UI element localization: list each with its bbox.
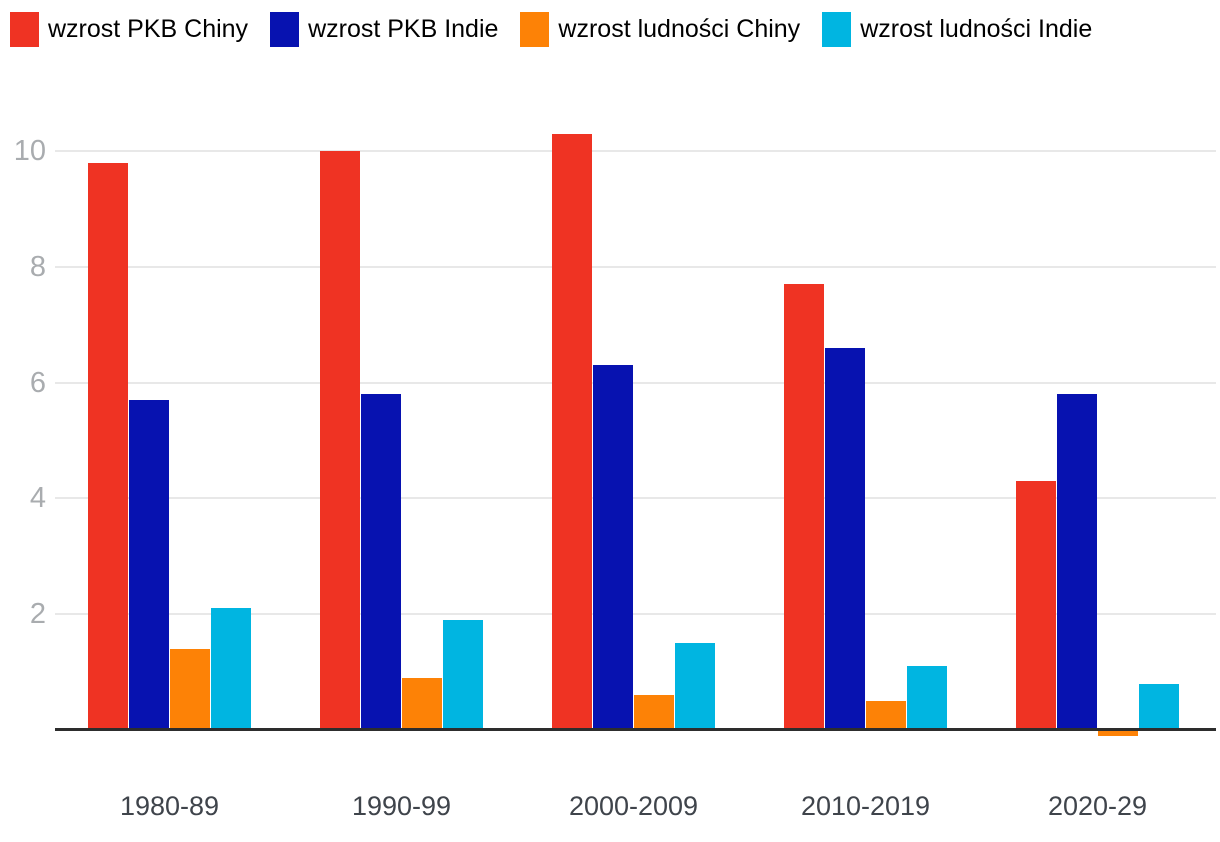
- legend-label: wzrost ludności Indie: [860, 15, 1093, 43]
- y-axis-tick-label: 2: [29, 598, 46, 631]
- x-axis-tick-label: 2000-2009: [568, 791, 699, 821]
- y-gridline-10: [55, 150, 1216, 152]
- bar-wzrost-pkb-chiny-2010-2019[interactable]: [784, 284, 824, 730]
- y-gridline-6: [55, 381, 1216, 384]
- bar-wzrost-ludno-ci-chiny-2010-2019[interactable]: [866, 701, 906, 730]
- chart-legend: wzrost PKB Chiny wzrost PKB Indie wzrost l…: [10, 12, 1092, 47]
- x-axis-tick-label: 1990-99: [351, 791, 452, 821]
- legend-swatch-icon: [10, 12, 39, 47]
- bar-wzrost-pkb-chiny-2020-29[interactable]: [1016, 481, 1056, 730]
- legend-item-wzrost-pkb-indie[interactable]: wzrost PKB Indie: [270, 12, 498, 47]
- bar-wzrost-pkb-chiny-2000-2009[interactable]: [552, 133, 592, 730]
- y-axis-tick-label: 4: [29, 482, 46, 515]
- bar-wzrost-ludno-ci-chiny-2000-2009[interactable]: [634, 695, 674, 730]
- legend-swatch-icon: [270, 12, 300, 47]
- y-gridline-4: [55, 497, 1216, 500]
- x-axis-tick-label: 2020-29: [1047, 791, 1148, 821]
- legend-label: wzrost PKB Indie: [308, 15, 499, 43]
- y-gridline-8: [55, 265, 1216, 268]
- bar-wzrost-ludno-ci-indie-1990-99[interactable]: [443, 619, 483, 730]
- bar-wzrost-pkb-chiny-1980-89[interactable]: [88, 162, 128, 730]
- bar-wzrost-ludno-ci-indie-1980-89[interactable]: [211, 608, 251, 730]
- y-axis-tick-label: 8: [29, 250, 46, 283]
- bar-wzrost-ludno-ci-chiny-1980-89[interactable]: [170, 648, 210, 730]
- y-axis-tick-label: 10: [13, 135, 46, 167]
- x-axis-tick-label: 2010-2019: [800, 791, 931, 821]
- bar-wzrost-pkb-indie-2020-29[interactable]: [1057, 394, 1097, 730]
- legend-item-wzrost-pkb-chiny[interactable]: wzrost PKB Chiny: [10, 12, 248, 47]
- bar-wzrost-ludno-ci-chiny-1990-99[interactable]: [402, 677, 442, 730]
- bar-wzrost-pkb-indie-1990-99[interactable]: [361, 394, 401, 730]
- bar-wzrost-ludno-ci-chiny-2020-29[interactable]: [1098, 730, 1138, 736]
- bar-wzrost-ludno-ci-indie-2010-2019[interactable]: [907, 666, 947, 730]
- y-axis-tick-label: 6: [29, 366, 46, 399]
- bar-wzrost-pkb-indie-1980-89[interactable]: [129, 399, 169, 730]
- legend-item-wzrost-ludno-ci-indie[interactable]: wzrost ludności Indie: [822, 12, 1092, 47]
- legend-swatch-icon: [520, 12, 550, 47]
- legend-label: wzrost ludności Chiny: [558, 15, 801, 43]
- bar-wzrost-ludno-ci-indie-2000-2009[interactable]: [675, 643, 715, 730]
- legend-label: wzrost PKB Chiny: [48, 15, 249, 43]
- bar-wzrost-pkb-indie-2010-2019[interactable]: [825, 347, 865, 730]
- bar-wzrost-ludno-ci-indie-2020-29[interactable]: [1139, 683, 1179, 730]
- y-gridline-2: [55, 613, 1216, 616]
- bar-wzrost-pkb-indie-2000-2009[interactable]: [593, 365, 633, 730]
- x-axis-tick-label: 1980-89: [119, 791, 220, 821]
- bar-wzrost-pkb-chiny-1990-99[interactable]: [320, 151, 360, 730]
- x-axis-line: [55, 728, 1216, 731]
- legend-item-wzrost-ludno-ci-chiny[interactable]: wzrost ludności Chiny: [520, 12, 800, 47]
- legend-swatch-icon: [822, 12, 852, 47]
